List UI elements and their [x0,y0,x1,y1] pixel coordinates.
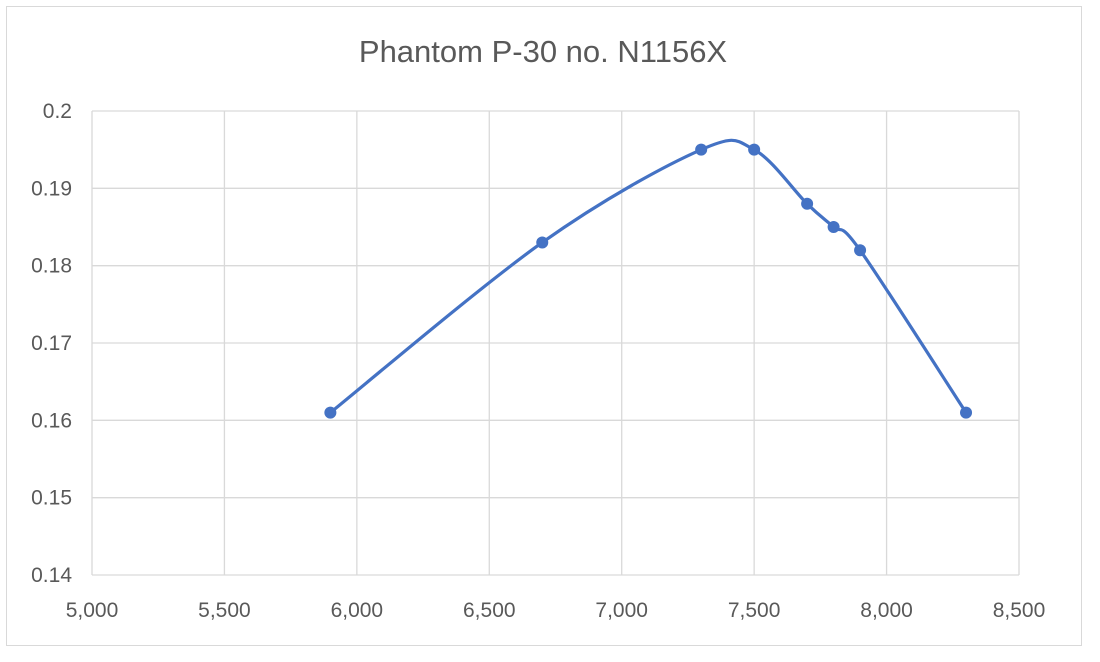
x-tick-label: 5,500 [198,599,251,622]
y-axis-ticks: 0.14 0.15 0.16 0.17 0.18 0.19 0.2 [31,100,72,587]
x-tick-label: 6,000 [331,599,384,622]
x-axis-ticks: 5,000 5,500 6,000 6,500 7,000 7,500 8,000 8,500 [66,599,1046,622]
data-point-marker [748,143,761,156]
x-tick-label: 8,500 [993,599,1046,622]
data-point-marker [960,406,973,419]
data-point-marker [801,197,814,210]
y-tick-label: 0.18 [31,255,72,278]
y-tick-label: 0.17 [31,332,72,355]
x-tick-label: 7,500 [728,599,781,622]
y-tick-label: 0.16 [31,409,72,432]
chart-frame [6,6,1082,646]
x-tick-label: 7,000 [595,599,648,622]
data-point-marker [695,143,708,156]
series-layer [324,138,973,419]
y-tick-label: 0.14 [31,564,72,587]
y-tick-label: 0.2 [43,100,72,123]
data-point-marker [827,221,840,233]
y-tick-label: 0.15 [31,487,72,510]
data-point-marker [536,236,549,249]
x-tick-label: 6,500 [463,599,516,622]
x-tick-label: 5,000 [66,599,119,622]
chart-title: Phantom P-30 no. N1156X [359,34,728,69]
series-line [328,138,968,415]
y-tick-label: 0.19 [31,177,72,200]
data-point-marker [324,406,337,419]
x-tick-label: 8,000 [860,599,913,622]
grid [91,110,1020,576]
data-point-marker [854,244,867,257]
